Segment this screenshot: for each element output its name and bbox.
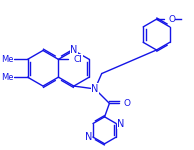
Text: N: N (70, 45, 78, 56)
Text: O: O (168, 15, 175, 24)
Text: Me: Me (1, 55, 13, 64)
Text: Cl: Cl (74, 55, 83, 64)
Text: O: O (124, 99, 131, 108)
Text: N: N (85, 132, 92, 142)
Text: N: N (117, 118, 125, 129)
Text: N: N (91, 84, 99, 94)
Text: Me: Me (1, 73, 13, 82)
